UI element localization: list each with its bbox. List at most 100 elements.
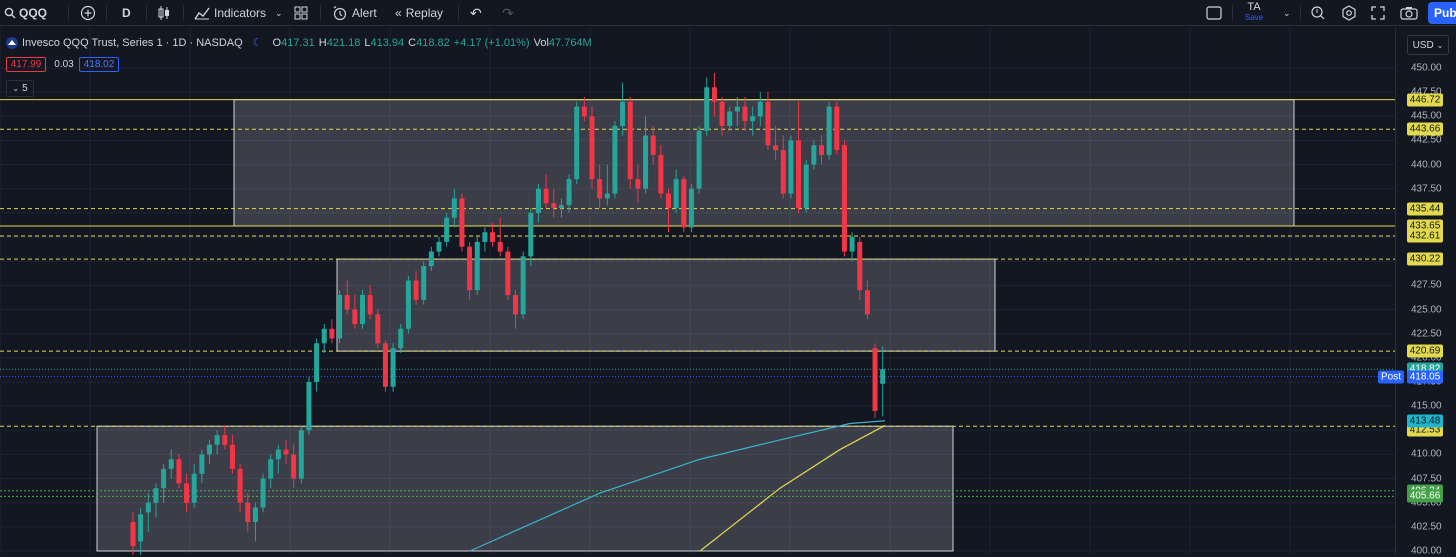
layout-name-button[interactable]: TA Save	[1242, 2, 1266, 23]
candle-body	[574, 106, 580, 180]
candle-body	[344, 295, 350, 310]
chart-type-button[interactable]	[157, 0, 171, 26]
level-price-label: 446.72	[1407, 93, 1443, 107]
currency-selector[interactable]: USD ⌄	[1407, 35, 1449, 55]
quick-search-button[interactable]	[1310, 0, 1326, 26]
price-tick-label: 437.50	[1411, 183, 1442, 195]
candle-body	[329, 328, 335, 339]
layout-save-status: Save	[1244, 13, 1264, 22]
price-tick-label: 400.00	[1411, 545, 1442, 557]
layout-dropdown[interactable]: ⌄	[1283, 0, 1291, 26]
price-tick-label: 410.00	[1411, 448, 1442, 460]
range-zone	[233, 99, 1295, 227]
candle-body	[283, 449, 289, 455]
candle-body	[268, 459, 274, 479]
candle-body	[811, 145, 817, 165]
candle-body	[306, 381, 312, 431]
low-label: L	[364, 36, 371, 49]
replay-button[interactable]: « Replay	[395, 0, 443, 26]
candle-body	[650, 135, 656, 155]
chevron-down-icon: ⌄	[1283, 7, 1291, 18]
candle-body	[834, 106, 840, 151]
candle-body	[352, 309, 358, 324]
candle-body	[207, 444, 212, 455]
candle-body	[237, 468, 243, 503]
candle-body	[398, 328, 404, 349]
candle-body	[184, 483, 190, 503]
layout-toggle-button[interactable]	[1206, 0, 1222, 26]
price-tick-label: 442.50	[1411, 134, 1442, 146]
plus-circle-icon	[80, 5, 96, 21]
spread-value: 0.03	[54, 59, 74, 70]
price-tick-label: 440.00	[1411, 159, 1442, 171]
indicators-button[interactable]: Indicators	[194, 0, 266, 26]
legend-title[interactable]: Invesco QQQ Trust, Series 1 · 1D · NASDA…	[22, 36, 243, 49]
chart-legend: Invesco QQQ Trust, Series 1 · 1D · NASDA…	[6, 36, 592, 49]
price-axis[interactable]	[1395, 27, 1456, 555]
redo-button[interactable]: ↷	[502, 0, 514, 26]
price-tick-label: 407.50	[1411, 473, 1442, 485]
quick-search-icon	[1311, 6, 1325, 20]
candle-body	[696, 130, 702, 189]
candle-body	[138, 514, 144, 542]
interval-button[interactable]: D	[122, 6, 131, 20]
chevron-down-icon: ⌄	[275, 7, 283, 18]
symbol-label: QQQ	[19, 6, 48, 20]
snapshot-button[interactable]	[1400, 0, 1418, 26]
candle-body	[543, 188, 549, 204]
candle-body	[780, 150, 786, 194]
candle-body	[864, 290, 870, 315]
candle-body	[444, 217, 450, 242]
price-tick-label: 425.00	[1411, 304, 1442, 315]
buy-price-button[interactable]: 418.02	[79, 57, 119, 72]
candle-body	[849, 237, 855, 252]
candle-body	[229, 444, 235, 469]
compare-add-button[interactable]	[80, 0, 96, 26]
indicators-dropdown[interactable]: ⌄	[275, 0, 283, 26]
candle-body	[451, 198, 457, 218]
indicators-collapse-button[interactable]: ⌄ 5	[6, 80, 34, 97]
candle-body	[161, 468, 167, 489]
fullscreen-button[interactable]	[1371, 0, 1385, 26]
fullscreen-icon	[1371, 6, 1385, 20]
candle-body	[337, 295, 343, 339]
candle-body	[635, 179, 641, 189]
price-tick-label: 447.50	[1411, 86, 1442, 98]
candle-body	[482, 232, 488, 242]
candle-body	[872, 348, 878, 411]
candle-body	[199, 454, 205, 474]
candle-body	[673, 179, 679, 209]
replay-label: Replay	[405, 6, 444, 20]
candle-body	[826, 106, 832, 155]
candle-body	[880, 369, 886, 384]
layouts-button[interactable]	[294, 0, 308, 26]
symbol-search[interactable]: QQQ	[4, 0, 47, 26]
candle-body	[375, 314, 381, 344]
candle-body	[604, 193, 610, 199]
indicators-count: 5	[22, 83, 28, 94]
candle-body	[428, 251, 434, 267]
low-value: 413.94	[370, 36, 405, 49]
publish-button[interactable]: Pub	[1428, 2, 1456, 24]
range-zone	[96, 425, 954, 552]
candle-body	[688, 188, 694, 228]
candle-body	[490, 232, 496, 242]
chevron-down-icon: ⌄	[12, 84, 20, 93]
candle-body	[505, 251, 511, 296]
close-value: 418.82	[416, 36, 450, 49]
candle-body	[467, 246, 473, 291]
high-value: 421.18	[326, 36, 361, 49]
candle-body	[436, 241, 442, 252]
candle-body	[130, 522, 136, 547]
price-tick-label: 420.00	[1411, 352, 1442, 364]
candle-body	[291, 454, 297, 479]
alert-button[interactable]: Alert	[332, 0, 377, 26]
sell-price-button[interactable]: 417.99	[6, 57, 46, 72]
candle-body	[765, 101, 771, 146]
undo-button[interactable]: ↶	[470, 0, 482, 26]
price-tick-label: 402.50	[1411, 521, 1442, 533]
moving-average-slow	[699, 424, 886, 552]
moving-average-price-label: 413.48	[1407, 414, 1443, 428]
settings-button[interactable]	[1341, 0, 1357, 26]
